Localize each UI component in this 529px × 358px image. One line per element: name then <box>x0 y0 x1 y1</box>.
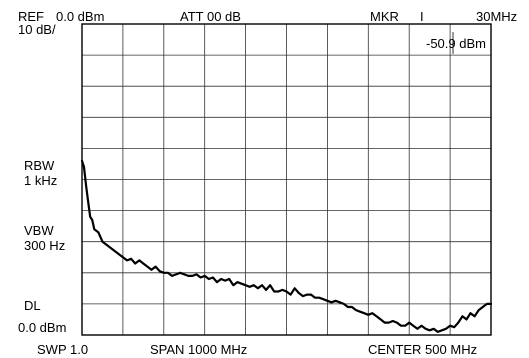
spectrum-trace <box>80 159 493 333</box>
marker-label: MKR <box>370 9 399 24</box>
rbw-label: RBW <box>24 158 55 173</box>
attenuation: ATT 00 dB <box>180 9 241 24</box>
marker-indicator: I <box>420 9 424 24</box>
ref-label: REF <box>18 9 44 24</box>
display-line-value: 0.0 dBm <box>18 320 67 335</box>
vbw-label: VBW <box>24 223 54 238</box>
vertical-scale: 10 dB/ <box>18 22 56 37</box>
rbw-value: 1 kHz <box>24 173 58 188</box>
sweep-time: SWP 1.0 <box>37 342 89 357</box>
display-line-label: DL <box>24 298 41 313</box>
ref-level: 0.0 dBm <box>56 9 105 24</box>
marker-level: -50.9 dBm <box>426 36 486 51</box>
graticule-border <box>81 23 492 336</box>
vbw-value: 300 Hz <box>24 238 66 253</box>
marker-frequency: 30MHz <box>476 9 518 24</box>
center-frequency: CENTER 500 MHz <box>368 342 478 357</box>
frequency-span: SPAN 1000 MHz <box>150 342 248 357</box>
graticule <box>81 23 492 336</box>
